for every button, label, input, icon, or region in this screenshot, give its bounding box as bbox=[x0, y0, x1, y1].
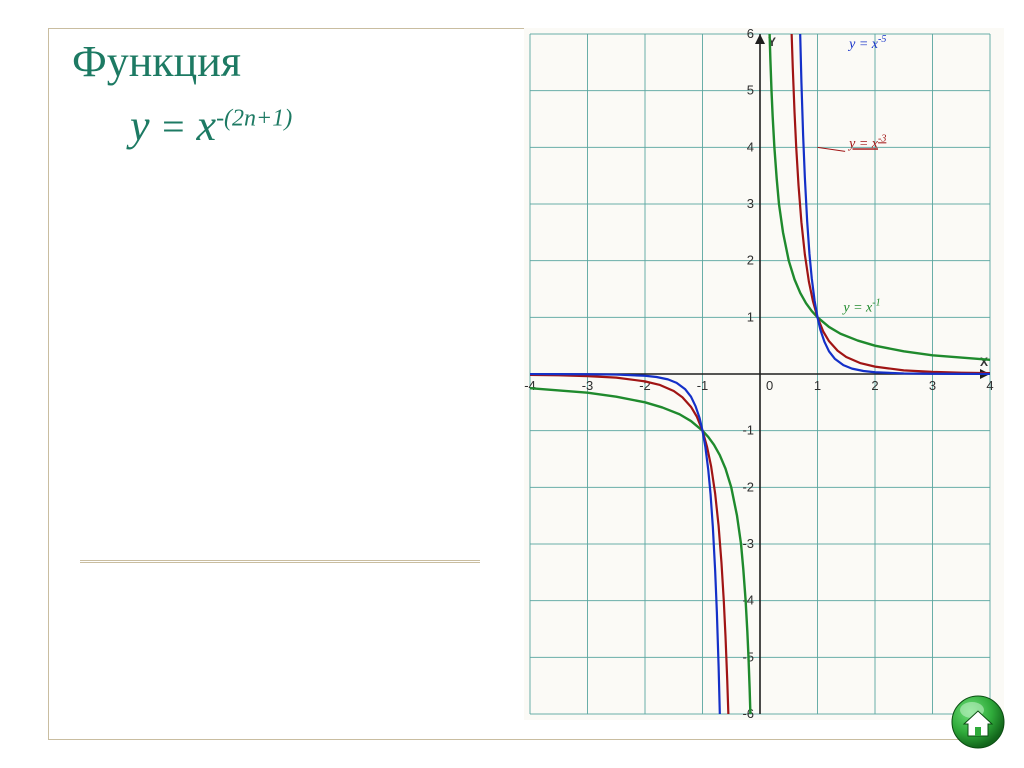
svg-text:1: 1 bbox=[814, 378, 821, 393]
svg-text:X: X bbox=[980, 355, 988, 369]
svg-text:3: 3 bbox=[929, 378, 936, 393]
function-chart: XY-4-3-2-101234-6-5-4-3-2-1123456y = x-1… bbox=[524, 28, 1004, 720]
slide-title: Функция bbox=[72, 36, 241, 87]
svg-text:2: 2 bbox=[871, 378, 878, 393]
svg-text:4: 4 bbox=[986, 378, 993, 393]
svg-text:4: 4 bbox=[747, 139, 754, 154]
svg-text:1: 1 bbox=[747, 309, 754, 324]
svg-text:-1: -1 bbox=[697, 378, 709, 393]
svg-text:5: 5 bbox=[747, 83, 754, 98]
svg-text:3: 3 bbox=[747, 196, 754, 211]
slide-formula: y = x-(2n+1) bbox=[130, 100, 292, 151]
svg-text:-4: -4 bbox=[524, 378, 536, 393]
svg-text:0: 0 bbox=[766, 378, 773, 393]
svg-text:-3: -3 bbox=[742, 536, 754, 551]
svg-text:-2: -2 bbox=[742, 479, 754, 494]
svg-text:6: 6 bbox=[747, 28, 754, 41]
svg-text:-1: -1 bbox=[742, 423, 754, 438]
divider-line bbox=[80, 560, 480, 563]
svg-text:2: 2 bbox=[747, 253, 754, 268]
home-button[interactable] bbox=[950, 694, 1006, 750]
slide: Функция y = x-(2n+1) XY-4-3-2-101234-6-5… bbox=[0, 0, 1024, 768]
svg-text:-6: -6 bbox=[742, 706, 754, 720]
svg-text:-3: -3 bbox=[582, 378, 594, 393]
